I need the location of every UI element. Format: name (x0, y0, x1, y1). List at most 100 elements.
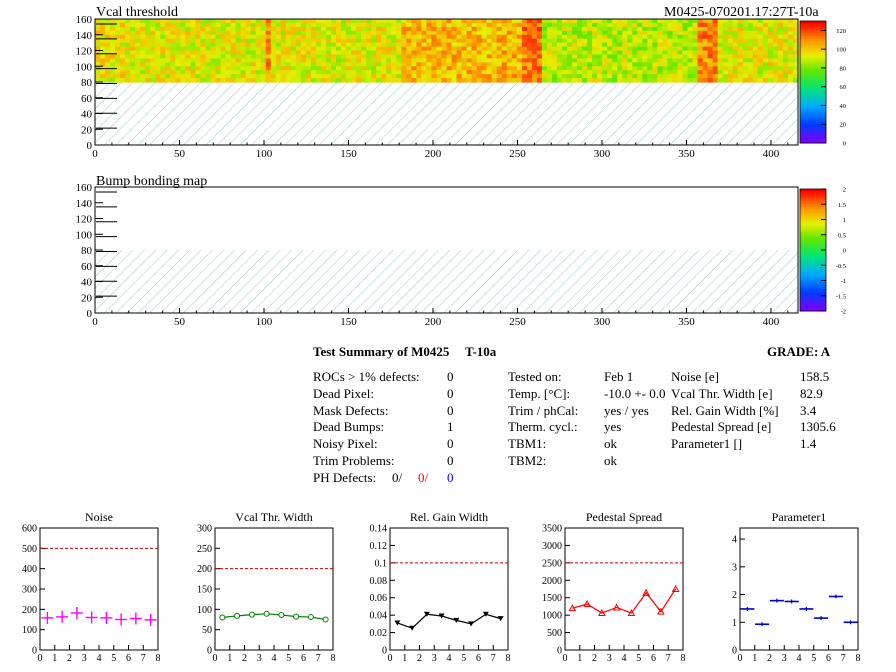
heatmap-cell (577, 34, 583, 40)
heatmap-cell (612, 62, 618, 67)
heatmap-cell (662, 38, 669, 44)
heatmap-cell (180, 66, 186, 71)
heatmap-cell (516, 50, 523, 56)
heatmap-cell (205, 58, 212, 63)
y-tick-label: 100 (22, 625, 37, 636)
heatmap-cell (255, 54, 262, 59)
heatmap-cell (717, 46, 724, 52)
heatmap-cell (592, 46, 598, 52)
y-tick-label: 1500 (542, 593, 562, 604)
heatmap-cell (220, 42, 227, 48)
heatmap-cell (732, 46, 739, 52)
colorbar-segment (800, 237, 826, 241)
heatmap-cell (732, 74, 739, 79)
heatmap-cell (602, 34, 608, 40)
heatmap-cell (115, 50, 121, 56)
data-point (642, 588, 650, 596)
heatmap-cell (421, 19, 428, 24)
heatmap-cell (215, 22, 222, 28)
heatmap-cell (561, 62, 568, 67)
heatmap-cell (637, 54, 643, 59)
y-tick-label: 0.1 (375, 558, 388, 569)
heatmap-cell (456, 62, 463, 67)
heatmap-cell (336, 78, 342, 83)
heatmap-cell (225, 54, 232, 59)
heatmap-cell (95, 50, 101, 56)
heatmap-cell (717, 34, 724, 40)
heatmap-cell (336, 22, 342, 28)
heatmap-cell (466, 42, 473, 48)
heatmap-cell (476, 19, 483, 24)
heatmap-cell (245, 62, 252, 67)
heatmap-cell (667, 46, 674, 52)
heatmap-cell (582, 38, 588, 44)
heatmap-cell (105, 42, 111, 48)
heatmap-cell (356, 38, 362, 44)
heatmap-cell (376, 74, 382, 79)
colorbar-segment (800, 220, 826, 224)
heatmap-cell (290, 78, 297, 83)
heatmap-cell (632, 19, 638, 24)
heatmap-cell (787, 38, 794, 44)
heatmap-cell (612, 46, 618, 52)
heatmap-cell (295, 54, 302, 59)
heatmap-cell (200, 66, 207, 71)
heatmap-cell (572, 50, 578, 56)
heatmap-cell (356, 34, 362, 40)
heatmap-cell (602, 66, 608, 71)
heatmap-cell (391, 70, 397, 75)
heatmap-cell (145, 50, 151, 56)
heatmap-cell (551, 42, 558, 48)
heatmap-cell (396, 26, 402, 32)
heatmap-cell (376, 19, 382, 24)
heatmap-cell (100, 42, 106, 48)
colorbar-segment (800, 303, 826, 307)
heatmap-cell (100, 54, 106, 59)
heatmap-cell (526, 50, 533, 56)
heatmap-cell (727, 38, 734, 44)
heatmap-cell (165, 42, 171, 48)
heatmap-cell (577, 54, 583, 59)
heatmap-cell (300, 74, 307, 79)
heatmap-cell (556, 26, 563, 32)
heatmap-cell (682, 34, 689, 40)
heatmap-cell (451, 22, 458, 28)
heatmap-cell (386, 62, 392, 67)
heatmap-cell (100, 38, 106, 44)
heatmap-cell (707, 54, 714, 59)
heatmap-cell (125, 38, 131, 44)
heatmap-cell (657, 46, 664, 52)
x-tick-label: 8 (681, 653, 686, 664)
heatmap-cell (165, 46, 171, 52)
heatmap-cell (627, 54, 633, 59)
heatmap-cell (255, 46, 262, 52)
heatmap-cell (501, 46, 508, 52)
heatmap-cell (521, 19, 528, 24)
heatmap-cell (255, 58, 262, 63)
heatmap-cell (752, 62, 759, 67)
colorbar-segment (800, 52, 826, 56)
heatmap-cell (260, 70, 267, 75)
heatmap-cell (702, 54, 709, 59)
heatmap-cell (100, 30, 106, 36)
heatmap-cell (386, 70, 392, 75)
heatmap-cell (240, 26, 247, 32)
heatmap-cell (456, 46, 463, 52)
colorbar-segment (800, 191, 826, 195)
heatmap-cell (160, 30, 166, 36)
colorbar-segment (800, 228, 826, 231)
heatmap-cell (150, 46, 156, 52)
colorbar-segment (800, 259, 826, 263)
heatmap-cell (280, 78, 287, 83)
heatmap-cell (305, 19, 312, 24)
heatmap-cell (767, 22, 774, 28)
heatmap-cell (305, 34, 312, 40)
colorbar-tick-label: 0 (843, 141, 846, 148)
heatmap-cell (265, 78, 272, 83)
heatmap-cell (295, 34, 302, 40)
heatmap-cell (577, 74, 583, 79)
heatmap-cell (561, 22, 568, 28)
heatmap-cell (752, 66, 759, 71)
heatmap-cell (416, 62, 422, 67)
heatmap-cell (617, 66, 623, 71)
